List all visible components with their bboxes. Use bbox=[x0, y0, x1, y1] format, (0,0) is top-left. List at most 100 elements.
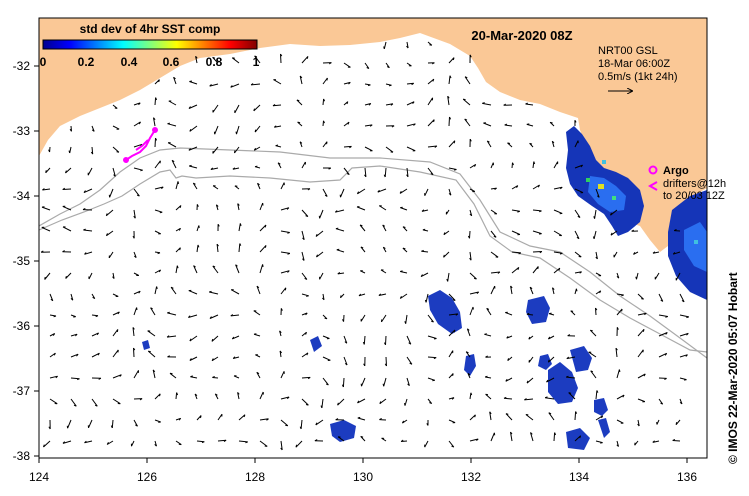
current-arrow bbox=[545, 397, 555, 400]
current-arrow bbox=[253, 310, 261, 316]
current-arrow-head bbox=[306, 295, 309, 297]
current-arrow bbox=[62, 205, 72, 211]
current-arrow bbox=[238, 223, 241, 232]
current-arrow bbox=[216, 244, 219, 253]
current-arrow bbox=[256, 372, 261, 379]
current-arrow-head bbox=[685, 354, 688, 357]
current-arrow-head bbox=[45, 170, 47, 173]
current-arrow-head bbox=[357, 416, 361, 419]
current-arrow bbox=[322, 188, 328, 197]
current-arrow bbox=[259, 245, 267, 253]
current-arrow bbox=[427, 145, 437, 148]
current-model: NRT00 GSL bbox=[598, 45, 658, 57]
current-arrow bbox=[133, 307, 138, 316]
current-arrow-head bbox=[138, 290, 141, 294]
current-arrow bbox=[251, 83, 261, 86]
current-arrow-head bbox=[577, 215, 581, 218]
current-arrow bbox=[209, 314, 219, 319]
current-arrow bbox=[335, 228, 345, 232]
current-arrow-head bbox=[287, 252, 291, 255]
current-arrow-head bbox=[643, 373, 646, 377]
current-arrow-head bbox=[159, 211, 163, 214]
current-arrow bbox=[301, 161, 306, 169]
current-arrow-head bbox=[189, 358, 192, 361]
current-arrow-head bbox=[526, 312, 530, 315]
current-arrow-head bbox=[400, 439, 404, 442]
current-arrow-head bbox=[660, 402, 663, 405]
current-arrow-head bbox=[660, 299, 664, 302]
current-arrow bbox=[337, 436, 345, 442]
current-arrow bbox=[45, 167, 51, 174]
current-arrow-head bbox=[335, 418, 339, 421]
current-arrow-head bbox=[467, 235, 470, 239]
current-arrow bbox=[88, 272, 93, 280]
current-arrow-head bbox=[672, 439, 676, 441]
current-arrow bbox=[448, 57, 455, 64]
current-arrow bbox=[637, 373, 646, 379]
current-arrow bbox=[443, 230, 450, 236]
current-arrow bbox=[406, 335, 412, 345]
current-arrow-head bbox=[189, 164, 192, 167]
current-arrow-head bbox=[443, 232, 446, 235]
current-arrow-head bbox=[364, 174, 367, 178]
current-arrow-head bbox=[452, 373, 454, 377]
current-arrow-head bbox=[211, 358, 214, 361]
current-arrow-head bbox=[493, 235, 497, 238]
current-arrow-head bbox=[595, 256, 598, 260]
current-arrow bbox=[490, 251, 499, 258]
current-arrow bbox=[67, 419, 72, 429]
current-arrow bbox=[335, 209, 345, 213]
current-arrow bbox=[259, 391, 264, 400]
current-arrow bbox=[420, 272, 429, 278]
current-arrow-head bbox=[383, 246, 386, 249]
current-arrow bbox=[301, 352, 309, 358]
current-arrow-head bbox=[358, 293, 362, 297]
current-arrow-head bbox=[552, 287, 555, 290]
current-arrow bbox=[490, 432, 495, 442]
current-arrow bbox=[406, 167, 409, 177]
current-arrow bbox=[259, 224, 267, 232]
current-arrow bbox=[574, 271, 582, 274]
current-arrow bbox=[171, 160, 177, 169]
current-arrow bbox=[658, 332, 668, 337]
current-arrow-head bbox=[621, 308, 623, 312]
current-arrow-head bbox=[65, 170, 67, 174]
current-arrow bbox=[588, 351, 597, 358]
current-arrow-head bbox=[323, 120, 325, 124]
current-arrow bbox=[280, 396, 290, 400]
current-arrow bbox=[553, 267, 561, 274]
current-arrow bbox=[379, 205, 387, 211]
current-arrow-head bbox=[518, 252, 522, 255]
current-arrow bbox=[175, 247, 181, 253]
current-arrow bbox=[357, 188, 366, 195]
current-arrow bbox=[546, 377, 555, 383]
current-arrow bbox=[167, 335, 177, 338]
current-arrow bbox=[525, 414, 534, 421]
current-arrow bbox=[91, 398, 98, 407]
current-arrow bbox=[383, 41, 387, 50]
current-arrow-head bbox=[570, 310, 574, 312]
current-arrow bbox=[154, 393, 161, 400]
current-arrow bbox=[406, 123, 416, 127]
current-arrow-head bbox=[349, 145, 352, 149]
current-arrow-head bbox=[53, 352, 56, 356]
current-arrow-head bbox=[665, 332, 668, 335]
current-arrow bbox=[594, 209, 597, 219]
colorbar-tick-3: 0.6 bbox=[163, 55, 180, 69]
current-arrow-head bbox=[533, 161, 536, 165]
current-arrow bbox=[49, 293, 54, 301]
current-arrow bbox=[112, 329, 119, 337]
current-arrow-head bbox=[158, 269, 162, 273]
current-arrow bbox=[528, 356, 534, 363]
lat-tick-38: -38 bbox=[13, 449, 31, 463]
current-arrow bbox=[231, 57, 240, 64]
current-arrow-head bbox=[92, 296, 96, 300]
current-arrow bbox=[133, 370, 139, 379]
current-arrow-head bbox=[469, 257, 472, 261]
current-arrow-head bbox=[97, 352, 100, 356]
current-arrow bbox=[167, 312, 177, 316]
current-arrow bbox=[574, 435, 581, 442]
current-arrow-head bbox=[616, 444, 619, 447]
current-arrow bbox=[301, 230, 305, 240]
current-arrow-head bbox=[453, 329, 456, 333]
